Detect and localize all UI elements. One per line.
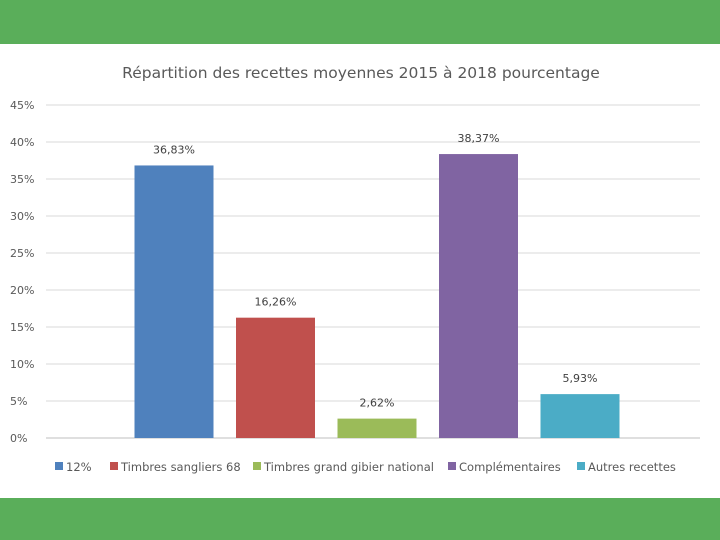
legend-swatch [110,462,118,470]
bar [439,154,518,438]
data-label: 5,93% [563,372,598,385]
legend-label: 12% [66,460,92,474]
y-tick-label: 5% [10,395,27,408]
bottom-band [0,498,720,540]
y-tick-label: 20% [10,284,34,297]
bar [540,394,620,438]
bar [134,165,214,438]
chart-title: Répartition des recettes moyennes 2015 à… [122,64,600,82]
y-axis-ticks: 0% 5% 10% 15% 20% 25% 30% 35% 40% 45% [10,99,34,445]
bars [134,154,620,438]
legend-swatch [448,462,456,470]
data-label: 16,26% [255,296,297,309]
legend: 12% Timbres sangliers 68 Timbres grand gib… [55,460,676,474]
y-tick-label: 15% [10,321,34,334]
y-tick-label: 30% [10,210,34,223]
legend-swatch [55,462,63,470]
y-tick-label: 10% [10,358,34,371]
y-tick-label: 35% [10,173,34,186]
legend-label: Timbres sangliers 68 [120,460,241,474]
y-tick-label: 25% [10,247,34,260]
y-tick-label: 0% [10,432,27,445]
bar [236,317,315,438]
top-band [0,0,720,44]
legend-swatch [577,462,585,470]
data-label: 2,62% [360,397,395,410]
data-label: 38,37% [458,132,500,145]
legend-swatch [253,462,261,470]
legend-label: Autres recettes [588,460,676,474]
legend-label: Complémentaires [459,460,561,474]
bar [337,418,417,438]
data-label: 36,83% [153,143,195,156]
bar-chart: Répartition des recettes moyennes 2015 à… [10,64,700,474]
chart-area: Répartition des recettes moyennes 2015 à… [0,44,720,498]
y-tick-label: 45% [10,99,34,112]
legend-label: Timbres grand gibier national [263,460,434,474]
y-tick-label: 40% [10,136,34,149]
data-labels: 36,83% 16,26% 2,62% 38,37% 5,93% [153,132,597,410]
